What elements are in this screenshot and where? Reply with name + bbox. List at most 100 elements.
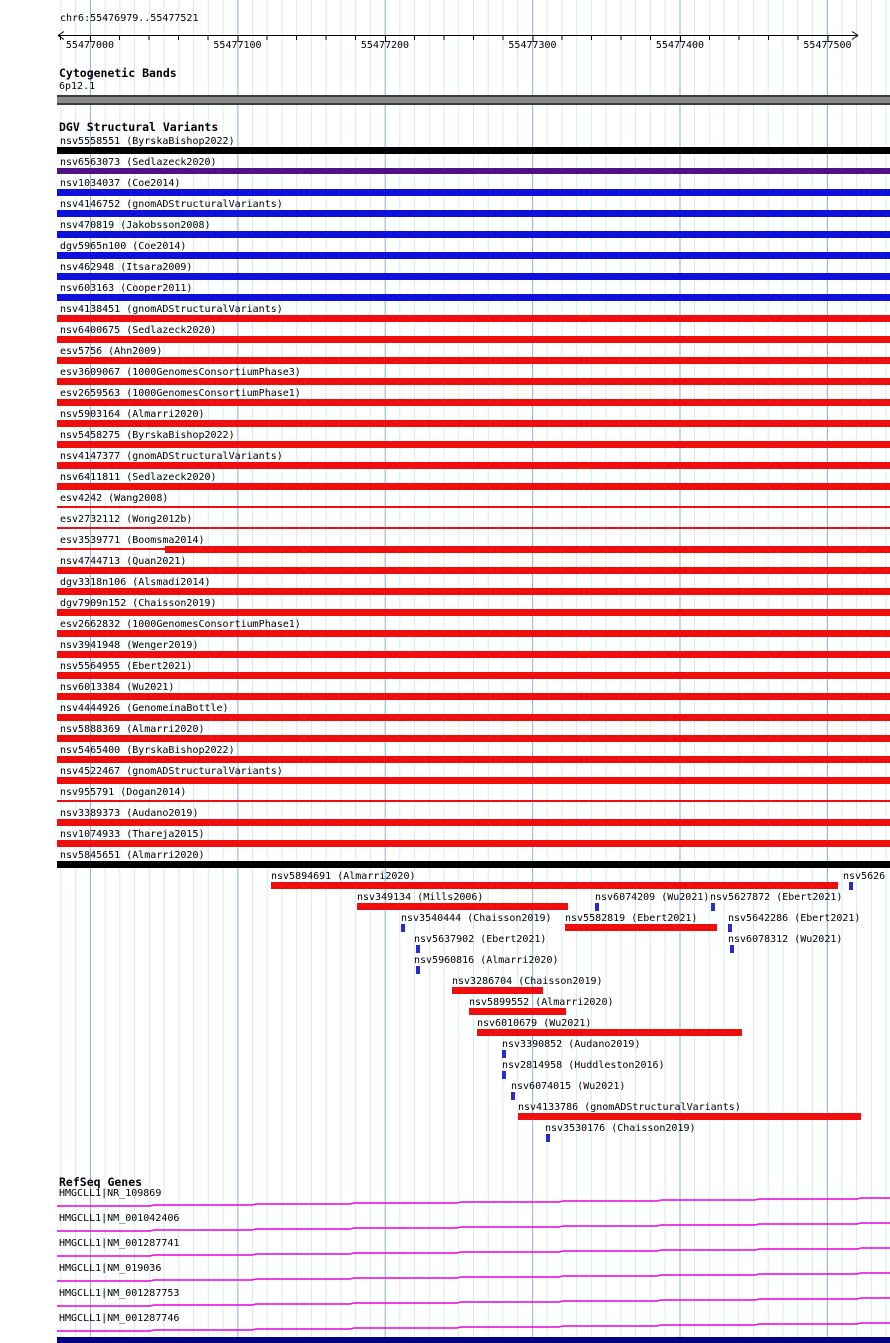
variant-tick[interactable] bbox=[511, 1092, 515, 1100]
variant-bar[interactable] bbox=[57, 819, 890, 826]
variant-bar[interactable] bbox=[57, 294, 890, 301]
variant-bar[interactable] bbox=[57, 315, 890, 322]
variant-label[interactable]: nsv6078312 (Wu2021) bbox=[728, 934, 843, 945]
variant-label[interactable]: nsv1074933 (Thareja2015) bbox=[60, 829, 205, 840]
variant-bar[interactable] bbox=[57, 840, 890, 847]
variant-label[interactable]: nsv5899552 (Almarri2020) bbox=[469, 997, 614, 1008]
variant-label[interactable]: nsv5903164 (Almarri2020) bbox=[60, 409, 205, 420]
variant-bar[interactable] bbox=[477, 1029, 742, 1036]
variant-tick[interactable] bbox=[546, 1134, 550, 1142]
variant-label[interactable]: nsv4444926 (GenomeinaBottle) bbox=[60, 703, 229, 714]
variant-label[interactable]: nsv5960816 (Almarri2020) bbox=[414, 955, 559, 966]
variant-label[interactable]: nsv4522467 (gnomADStructuralVariants) bbox=[60, 766, 283, 777]
variant-bar-thin-segment[interactable] bbox=[57, 548, 165, 550]
variant-label[interactable]: nsv6010679 (Wu2021) bbox=[477, 1018, 592, 1029]
variant-label[interactable]: nsv462948 (Itsara2009) bbox=[60, 262, 193, 273]
variant-label[interactable]: esv4242 (Wang2008) bbox=[60, 493, 169, 504]
coordinate-ruler[interactable] bbox=[0, 0, 890, 60]
variant-tick[interactable] bbox=[711, 903, 715, 911]
variant-tick[interactable] bbox=[730, 945, 734, 953]
gene-label[interactable]: HMGCLL1|NM_001042406 bbox=[59, 1213, 180, 1224]
variant-label[interactable]: nsv5845651 (Almarri2020) bbox=[60, 850, 205, 861]
variant-bar[interactable] bbox=[469, 1008, 566, 1015]
variant-label[interactable]: nsv5627872 (Ebert2021) bbox=[710, 892, 843, 903]
variant-label[interactable]: nsv6074209 (Wu2021) bbox=[595, 892, 710, 903]
variant-label[interactable]: nsv3389373 (Audano2019) bbox=[60, 808, 199, 819]
variant-bar[interactable] bbox=[57, 777, 890, 784]
variant-tick[interactable] bbox=[502, 1071, 506, 1079]
variant-label[interactable]: nsv603163 (Cooper2011) bbox=[60, 283, 193, 294]
variant-bar[interactable] bbox=[57, 756, 890, 763]
variant-bar[interactable] bbox=[57, 420, 890, 427]
variant-label[interactable]: nsv5642286 (Ebert2021) bbox=[728, 913, 861, 924]
variant-bar[interactable] bbox=[57, 168, 890, 174]
variant-bar[interactable] bbox=[57, 441, 890, 448]
variant-label[interactable]: nsv955791 (Dogan2014) bbox=[60, 787, 187, 798]
variant-label[interactable]: nsv3530176 (Chaisson2019) bbox=[545, 1123, 696, 1134]
variant-bar[interactable] bbox=[57, 527, 890, 529]
variant-label[interactable]: nsv5458275 (ByrskaBishop2022) bbox=[60, 430, 235, 441]
variant-bar[interactable] bbox=[57, 147, 890, 154]
variant-bar[interactable] bbox=[357, 903, 568, 910]
variant-label[interactable]: nsv4133786 (gnomADStructuralVariants) bbox=[518, 1102, 741, 1113]
variant-label[interactable]: nsv4147377 (gnomADStructuralVariants) bbox=[60, 451, 283, 462]
variant-label[interactable]: nsv5582819 (Ebert2021) bbox=[565, 913, 698, 924]
gene-label[interactable]: HMGCLL1|NM_001287746 bbox=[59, 1313, 180, 1324]
variant-tick[interactable] bbox=[401, 924, 405, 932]
variant-bar[interactable] bbox=[57, 567, 890, 574]
variant-bar[interactable] bbox=[57, 861, 890, 868]
variant-label[interactable]: nsv5465400 (ByrskaBishop2022) bbox=[60, 745, 235, 756]
variant-label[interactable]: nsv4138451 (gnomADStructuralVariants) bbox=[60, 304, 283, 315]
variant-label[interactable]: nsv6074015 (Wu2021) bbox=[511, 1081, 626, 1092]
variant-bar[interactable] bbox=[57, 630, 890, 637]
variant-bar[interactable] bbox=[57, 378, 890, 385]
variant-tick[interactable] bbox=[416, 966, 420, 974]
variant-bar[interactable] bbox=[271, 882, 838, 889]
variant-bar[interactable] bbox=[57, 210, 890, 217]
variant-label[interactable]: dgv5965n100 (Coe2014) bbox=[60, 241, 187, 252]
variant-label[interactable]: esv3539771 (Boomsma2014) bbox=[60, 535, 205, 546]
variant-bar[interactable] bbox=[57, 651, 890, 658]
variant-bar[interactable] bbox=[452, 987, 543, 994]
variant-label[interactable]: nsv5564955 (Ebert2021) bbox=[60, 661, 193, 672]
variant-label[interactable]: nsv5637902 (Ebert2021) bbox=[414, 934, 547, 945]
cytoband-bar[interactable] bbox=[57, 95, 890, 105]
variant-label[interactable]: nsv6400675 (Sedlazeck2020) bbox=[60, 325, 217, 336]
variant-label[interactable]: nsv3286704 (Chaisson2019) bbox=[452, 976, 603, 987]
variant-bar[interactable] bbox=[57, 273, 890, 280]
variant-bar[interactable] bbox=[57, 231, 890, 238]
variant-bar[interactable] bbox=[57, 506, 890, 508]
variant-label[interactable]: nsv349134 (Mills2006) bbox=[357, 892, 484, 903]
variant-tick[interactable] bbox=[416, 945, 420, 953]
variant-bar[interactable] bbox=[57, 714, 890, 721]
variant-bar[interactable] bbox=[57, 462, 890, 469]
variant-label[interactable]: nsv5894691 (Almarri2020) bbox=[271, 871, 416, 882]
variant-label[interactable]: nsv5888369 (Almarri2020) bbox=[60, 724, 205, 735]
variant-tick[interactable] bbox=[595, 903, 599, 911]
gene-line[interactable] bbox=[57, 1197, 890, 1208]
gene-line[interactable] bbox=[57, 1272, 890, 1283]
variant-bar[interactable] bbox=[57, 189, 890, 196]
variant-bar[interactable] bbox=[57, 735, 890, 742]
variant-label[interactable]: nsv6563073 (Sedlazeck2020) bbox=[60, 157, 217, 168]
variant-label[interactable]: nsv6013384 (Wu2021) bbox=[60, 682, 175, 693]
variant-bar[interactable] bbox=[57, 357, 890, 364]
variant-bar[interactable] bbox=[57, 483, 890, 490]
gene-line[interactable] bbox=[57, 1247, 890, 1258]
gene-line[interactable] bbox=[57, 1297, 890, 1308]
gene-label[interactable]: HMGCLL1|NM_001287753 bbox=[59, 1288, 180, 1299]
variant-tick[interactable] bbox=[502, 1050, 506, 1058]
variant-bar[interactable] bbox=[57, 609, 890, 616]
variant-label[interactable]: nsv6411811 (Sedlazeck2020) bbox=[60, 472, 217, 483]
variant-tick[interactable] bbox=[849, 882, 853, 890]
variant-bar[interactable] bbox=[57, 588, 890, 595]
variant-label[interactable]: nsv2814958 (Huddleston2016) bbox=[502, 1060, 665, 1071]
variant-tick[interactable] bbox=[728, 924, 732, 932]
variant-label[interactable]: nsv5626 bbox=[843, 871, 886, 882]
variant-bar[interactable] bbox=[57, 399, 890, 406]
gene-label[interactable]: HMGCLL1|NM_019036 bbox=[59, 1263, 162, 1274]
variant-label[interactable]: esv3609067 (1000GenomesConsortiumPhase3) bbox=[60, 367, 301, 378]
variant-label[interactable]: esv2732112 (Wong2012b) bbox=[60, 514, 193, 525]
variant-label[interactable]: nsv470819 (Jakobsson2008) bbox=[60, 220, 211, 231]
variant-bar[interactable] bbox=[57, 672, 890, 679]
